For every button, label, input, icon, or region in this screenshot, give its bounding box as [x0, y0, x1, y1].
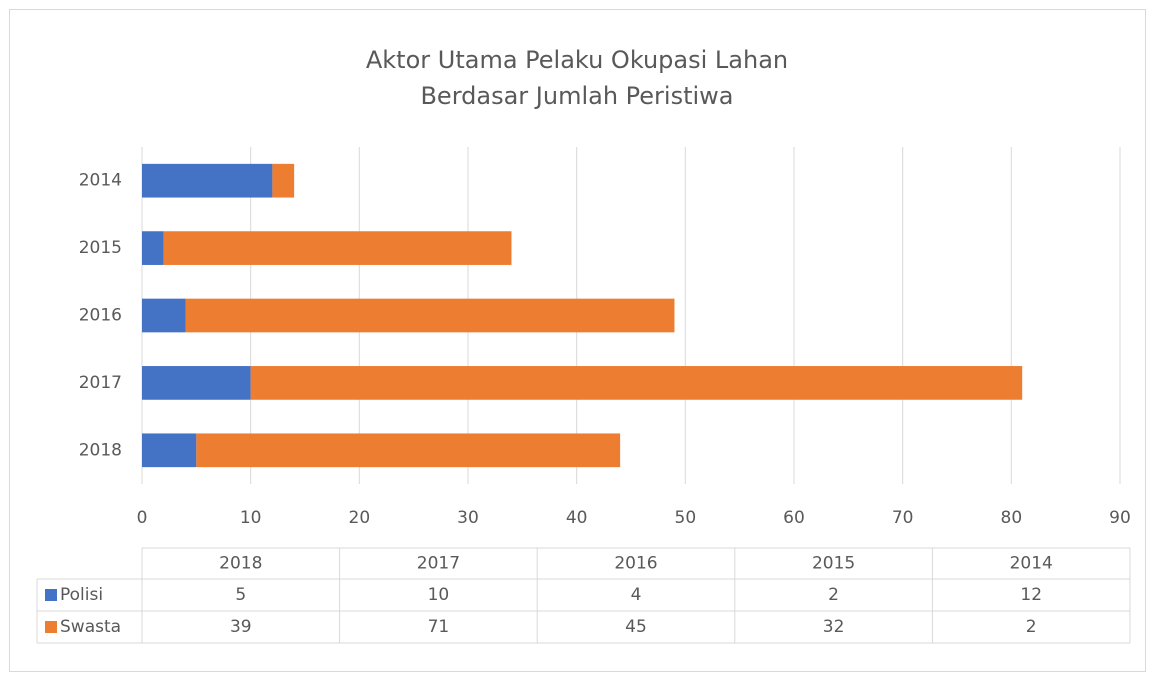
table-cell: 2: [828, 585, 839, 605]
bar: [142, 298, 186, 333]
table-header: 2018: [219, 554, 262, 574]
table-header: 2016: [614, 554, 657, 574]
y-tick-label: 2018: [79, 440, 122, 460]
bar: [163, 231, 512, 265]
table-cell: 32: [823, 617, 845, 637]
chart-title: Aktor Utama Pelaku Okupasi Lahan Berdasa…: [365, 46, 789, 110]
x-tick-label: 0: [137, 508, 148, 528]
table-cell: 45: [625, 617, 647, 637]
x-tick-label: 20: [349, 508, 371, 528]
bar: [272, 163, 295, 198]
bar: [196, 433, 621, 468]
bar: [142, 433, 197, 468]
table-cell: 10: [428, 585, 450, 605]
bar: [185, 298, 675, 333]
bar: [142, 163, 273, 198]
bar: [142, 366, 251, 400]
x-tick-label: 90: [1109, 508, 1131, 528]
x-tick-label: 60: [783, 508, 805, 528]
table-header: 2014: [1010, 554, 1053, 574]
table-cell: 39: [230, 617, 252, 637]
y-tick-label: 2017: [79, 373, 122, 393]
x-tick-label: 50: [675, 508, 697, 528]
table-header: 2017: [417, 554, 460, 574]
legend-swatch: [45, 621, 57, 633]
x-tick-label: 10: [240, 508, 262, 528]
table-cell: 71: [428, 617, 450, 637]
legend-swatch: [45, 589, 57, 601]
y-tick-label: 2015: [79, 238, 122, 258]
table-cell: 12: [1020, 585, 1042, 605]
x-tick-label: 70: [892, 508, 914, 528]
y-tick-label: 2014: [79, 171, 122, 191]
legend-label: Swasta: [60, 617, 121, 637]
table-cell: 4: [631, 585, 642, 605]
x-tick-label: 30: [457, 508, 479, 528]
bar: [250, 366, 1023, 400]
x-tick-label: 80: [1001, 508, 1023, 528]
x-tick-label: 40: [566, 508, 588, 528]
table-cell: 5: [235, 585, 246, 605]
table-cell: 2: [1026, 617, 1037, 637]
chart-frame: [9, 9, 1146, 672]
bar: [142, 231, 164, 265]
table-header: 2015: [812, 554, 855, 574]
y-tick-label: 2016: [79, 306, 122, 326]
legend-label: Polisi: [60, 585, 103, 605]
